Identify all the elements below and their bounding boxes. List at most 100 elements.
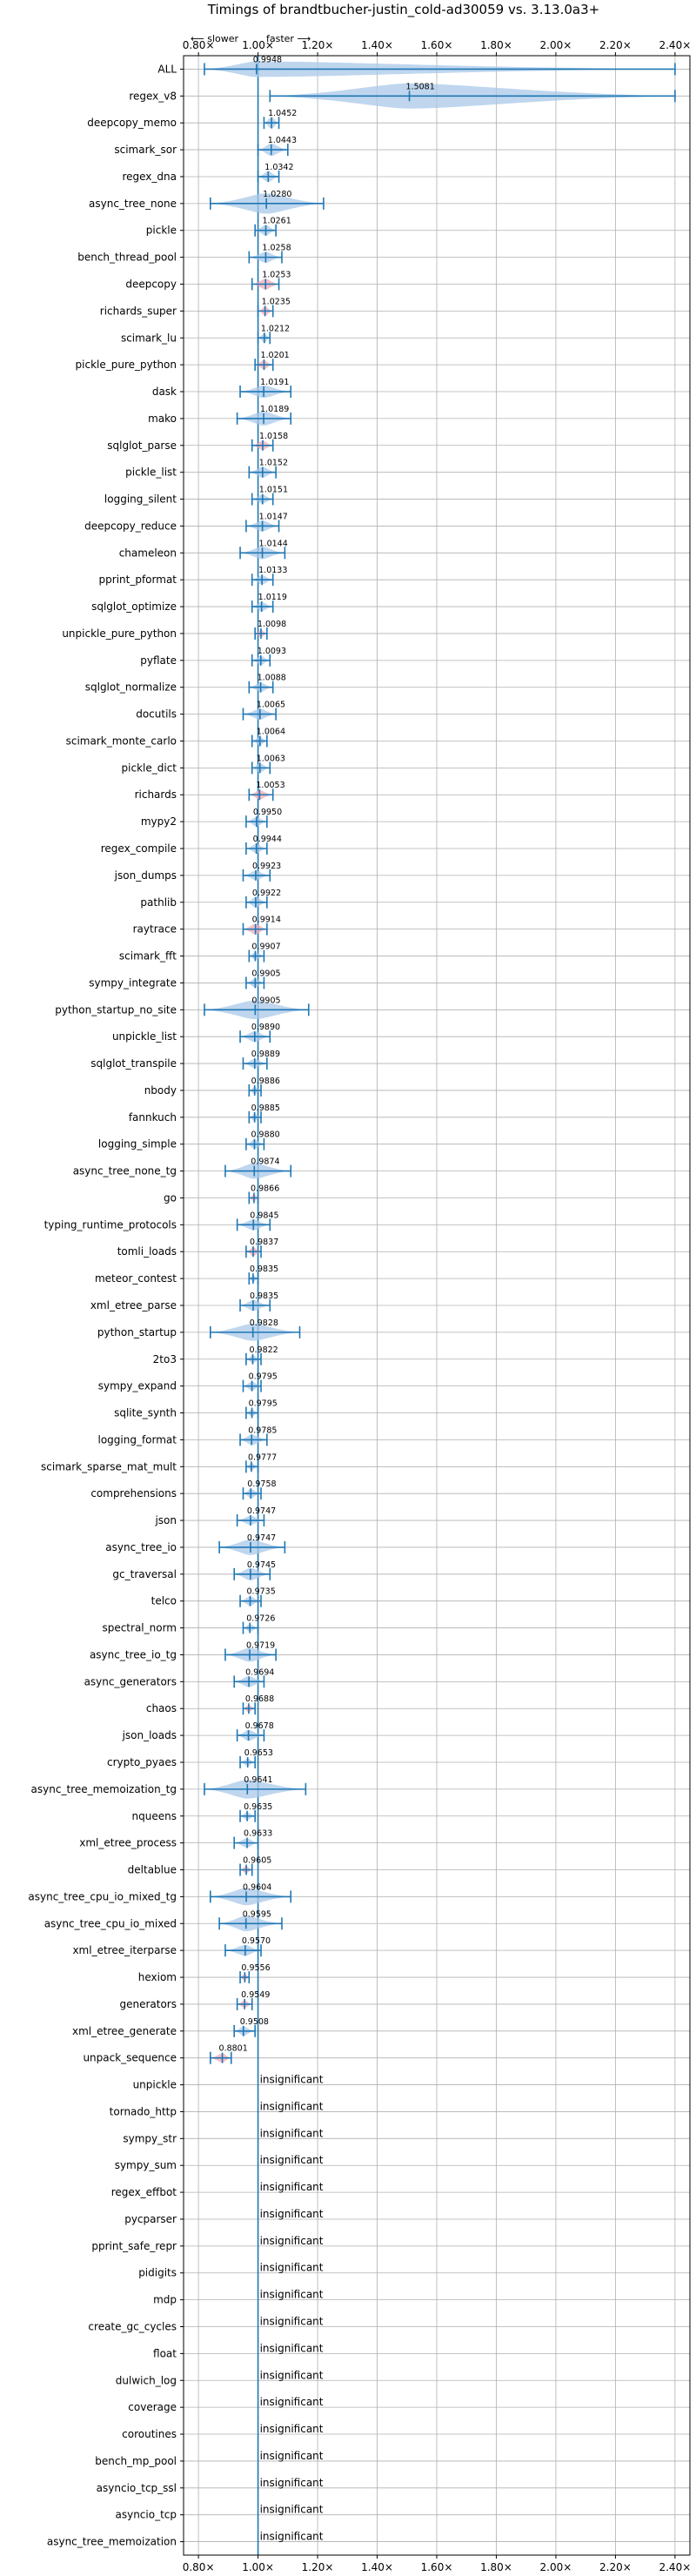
x-tick-label-bottom: 1.60× [421, 2561, 453, 2573]
x-tick-label-bottom: 0.80× [183, 2561, 215, 2573]
value-annotation: 1.0098 [258, 620, 286, 629]
value-annotation: 0.9549 [241, 1990, 270, 2000]
x-tick-label-bottom: 1.20× [302, 2561, 334, 2573]
benchmark-label: pidigits [138, 2267, 177, 2279]
benchmark-label: sympy_sum [115, 2159, 177, 2171]
value-annotation: 0.9922 [252, 889, 281, 898]
value-annotation: 1.0201 [260, 351, 289, 360]
x-tick-label-bottom: 1.40× [361, 2561, 393, 2573]
benchmark-label: typing_runtime_protocols [44, 1218, 177, 1231]
benchmark-label: hexiom [138, 1971, 177, 1983]
benchmark-label: deepcopy_memo [87, 117, 177, 129]
value-annotation: 1.0189 [260, 405, 289, 414]
plot-frame [183, 55, 691, 2556]
benchmark-label: bench_thread_pool [77, 252, 177, 264]
value-annotation: 0.9948 [253, 55, 282, 64]
benchmark-label: scimark_sparse_mat_mult [41, 1460, 177, 1472]
value-annotation: 0.9880 [251, 1130, 279, 1140]
benchmark-label: bench_mp_pool [95, 2455, 177, 2467]
value-annotation: 1.0443 [268, 136, 297, 145]
benchmark-label: async_tree_none_tg [73, 1165, 177, 1177]
benchmark-label: pyflate [140, 654, 177, 667]
value-annotation: 0.9905 [251, 996, 280, 1005]
insignificant-label: insignificant [260, 2396, 324, 2408]
x-tick-label-bottom: 2.20× [599, 2561, 632, 2573]
value-annotation: 0.9889 [251, 1050, 280, 1059]
value-annotation: 0.9923 [252, 862, 281, 871]
benchmark-label: regex_effbot [111, 2186, 177, 2198]
benchmark-label: gc_traversal [112, 1568, 177, 1580]
value-annotation: 1.0144 [259, 539, 288, 548]
benchmark-label: async_tree_io_tg [90, 1648, 177, 1660]
benchmark-label: coroutines [122, 2428, 177, 2440]
benchmark-label: unpickle [133, 2079, 177, 2091]
value-annotation: 1.0280 [263, 190, 291, 199]
benchmark-label: asyncio_tcp [115, 2509, 177, 2521]
benchmark-label: sqlglot_normalize [85, 681, 177, 694]
value-annotation: 0.9719 [246, 1640, 275, 1650]
benchmark-label: xml_etree_process [79, 1837, 177, 1849]
benchmark-label: pycparser [124, 2213, 177, 2225]
benchmark-label: pickle_pure_python [76, 359, 177, 371]
faster-label: faster ⟶ [266, 33, 311, 44]
value-annotation: 0.9885 [251, 1104, 280, 1113]
insignificant-label: insignificant [260, 2289, 324, 2301]
value-annotation: 0.9747 [247, 1533, 276, 1543]
benchmark-label: chaos [146, 1702, 177, 1714]
benchmark-label: tornado_http [110, 2105, 177, 2117]
benchmark-label: async_tree_cpu_io_mixed_tg [28, 1890, 177, 1902]
benchmark-label: crypto_pyaes [107, 1756, 177, 1768]
benchmark-label: logging_silent [104, 493, 177, 506]
value-annotation: 0.9886 [251, 1077, 280, 1086]
marks-layer: 0.9948 1.5081 1.0452 1.0443 1.0342 1.0280 1.02… [204, 55, 676, 2555]
benchmark-label: scimark_fft [119, 950, 177, 963]
benchmark-label: create_gc_cycles [88, 2321, 177, 2333]
value-annotation: 0.9905 [251, 969, 280, 978]
value-annotation: 1.0119 [258, 593, 287, 602]
value-annotation: 0.9837 [250, 1238, 278, 1247]
insignificant-label: insignificant [260, 2504, 324, 2516]
benchmark-label: go [164, 1191, 177, 1204]
benchmark-label: 2to3 [153, 1353, 177, 1365]
benchmark-label: async_tree_cpu_io_mixed [44, 1917, 177, 1929]
value-annotation: 1.0151 [259, 486, 288, 495]
value-annotation: 0.9777 [248, 1452, 277, 1462]
value-annotation: 0.9828 [250, 1318, 278, 1328]
value-annotation: 0.9944 [253, 835, 282, 844]
benchmark-label: async_generators [84, 1675, 177, 1687]
benchmark-label: pprint_safe_repr [91, 2240, 177, 2252]
benchmark-label: scimark_sor [114, 144, 177, 156]
benchmark-label: nqueens [132, 1810, 177, 1822]
insignificant-label: insignificant [260, 2100, 324, 2112]
benchmark-label: json [154, 1514, 177, 1526]
value-annotation: 1.0261 [263, 217, 291, 226]
insignificant-label: insignificant [260, 2235, 324, 2247]
benchmark-label: async_tree_none [89, 198, 177, 210]
value-annotation: 0.9653 [244, 1748, 273, 1758]
insignificant-label: insignificant [260, 2154, 324, 2166]
value-annotation: 0.9822 [249, 1345, 278, 1355]
benchmark-label: asyncio_tcp_ssl [97, 2482, 177, 2494]
benchmark-label: fannkuch [129, 1111, 177, 1124]
value-annotation: 0.9950 [253, 808, 282, 817]
value-annotation: 0.9633 [244, 1829, 272, 1839]
benchmark-label: pprint_pformat [99, 574, 177, 586]
insignificant-label: insignificant [260, 2127, 324, 2139]
value-annotation: 1.0158 [259, 432, 288, 441]
benchmark-label: pickle_dict [122, 761, 177, 774]
benchmark-label: async_tree_io [105, 1541, 177, 1553]
value-annotation: 1.0063 [257, 754, 285, 763]
x-tick-label-top: 1.80× [480, 39, 512, 51]
value-annotation: 0.9570 [242, 1936, 271, 1946]
value-annotation: 0.9785 [248, 1426, 277, 1435]
x-tick-label-top: 2.20× [599, 39, 632, 51]
benchmark-label: async_tree_memoization [47, 2536, 177, 2548]
value-annotation: 1.0147 [259, 512, 288, 521]
benchmark-label: python_startup [97, 1326, 177, 1338]
value-annotation: 0.9745 [247, 1560, 276, 1570]
value-annotation: 0.9595 [243, 1909, 271, 1919]
benchmark-label: json_dumps [114, 869, 177, 882]
value-annotation: 1.0253 [262, 270, 291, 279]
benchmark-label: comprehensions [90, 1487, 177, 1499]
x-axis-ticks: 0.80× 0.80× 1.00× 1.00× 1.20× 1.20× 1.40× 1.40×… [180, 39, 691, 2573]
